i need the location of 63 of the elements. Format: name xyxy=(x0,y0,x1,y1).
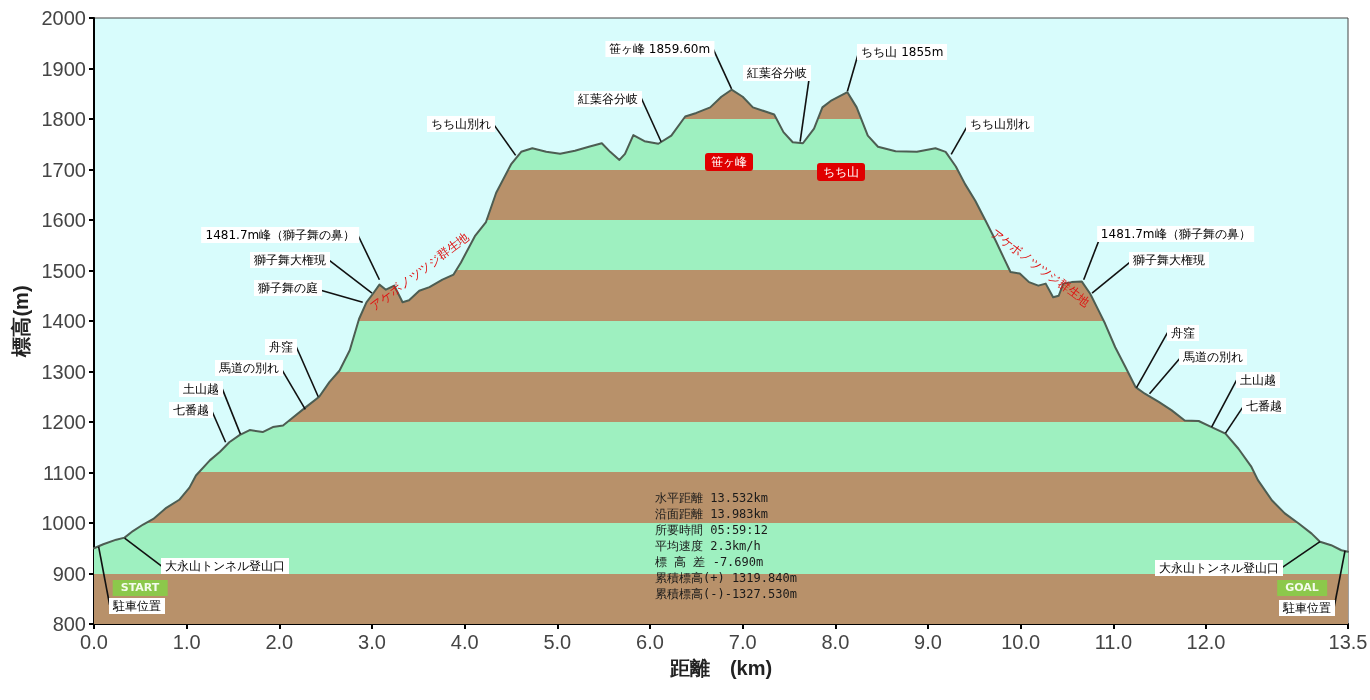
annotation: 七番越 xyxy=(1242,398,1287,415)
annotation: 累積標高(+) 1319.840m xyxy=(655,571,797,585)
y-tick-label: 2000 xyxy=(41,7,86,29)
x-tick-label: 11.0 xyxy=(1094,631,1133,653)
annotation: START xyxy=(112,580,168,596)
x-tick-label: 9.0 xyxy=(914,631,942,653)
y-tick-label: 1900 xyxy=(41,57,86,80)
y-tick-label: 1500 xyxy=(41,259,86,282)
x-tick-label: 13.5 xyxy=(1328,631,1368,653)
annotation: 舟窪 xyxy=(265,338,298,355)
x-tick-label: 10.0 xyxy=(1001,631,1041,653)
annotation: 土山越 xyxy=(179,381,224,398)
x-tick-label: 6.0 xyxy=(636,631,664,653)
x-tick-label: 2.0 xyxy=(265,631,294,653)
annotation: アケボノツツジ群生地 xyxy=(367,229,472,314)
annotation: GOAL xyxy=(1277,580,1327,596)
annotation: 土山越 xyxy=(1235,372,1280,389)
annotation: 大永山トンネル登山口 xyxy=(1155,559,1283,576)
annotation: 所要時間 05:59:12 xyxy=(655,523,769,537)
annotation: ちち山別れ xyxy=(426,116,495,133)
y-tick-label: 1700 xyxy=(41,158,86,181)
x-axis-title: 距離 (km) xyxy=(668,657,773,679)
annotation: アケボノツツジ群生地 xyxy=(988,225,1093,310)
y-tick-label: 1000 xyxy=(41,512,86,534)
annotation: 紅葉谷分岐 xyxy=(743,64,812,81)
x-tick-label: 5.0 xyxy=(543,631,572,653)
annotation: 笹ヶ峰 1859.60m xyxy=(604,40,715,57)
y-axis-title: 標高(m) xyxy=(9,285,32,358)
x-tick-label: 3.0 xyxy=(358,631,386,653)
annotation: 沿面距離 13.983km xyxy=(655,507,769,521)
y-tick-label: 900 xyxy=(52,562,86,585)
annotation: 獅子舞の庭 xyxy=(253,280,322,297)
y-tick-label: 1100 xyxy=(42,461,86,484)
annotation: 馬道の別れ xyxy=(1178,348,1247,365)
annotation: 平均速度 2.3km/h xyxy=(655,539,761,553)
x-tick-label: 1.0 xyxy=(172,631,201,653)
annotation: 舟窪 xyxy=(1166,324,1199,341)
x-tick-label: 4.0 xyxy=(450,631,479,653)
y-tick-label: 1800 xyxy=(41,108,86,130)
annotation: 獅子舞大権現 xyxy=(1129,252,1210,269)
annotation: 1481.7m峰（獅子舞の鼻） xyxy=(1096,225,1255,242)
annotation: 標 高 差 -7.690m xyxy=(655,555,764,569)
x-tick-label: 7.0 xyxy=(728,631,757,653)
annotation: 累積標高(-)-1327.530m xyxy=(655,587,797,601)
x-tick-label: 8.0 xyxy=(821,631,850,653)
annotation: 馬道の別れ xyxy=(215,360,284,377)
annotation: 獅子舞大権現 xyxy=(250,252,330,269)
annotation: ちち山別れ xyxy=(966,116,1035,133)
annotation: 水平距離 13.532km xyxy=(655,491,769,505)
annotation: 駐車位置 xyxy=(108,597,165,614)
y-tick-label: 1300 xyxy=(41,360,86,383)
x-tick-label: 12.0 xyxy=(1186,631,1226,653)
annotation: 七番越 xyxy=(168,402,213,419)
annotation: 駐車位置 xyxy=(1279,599,1336,616)
y-tick-label: 1200 xyxy=(41,411,86,433)
annotation: ちち山 xyxy=(817,163,865,181)
annotation: 1481.7m峰（獅子舞の鼻） xyxy=(201,226,360,243)
y-tick-label: 1600 xyxy=(41,209,86,231)
y-tick-label: 1400 xyxy=(41,310,86,332)
annotation: 大永山トンネル登山口 xyxy=(160,558,289,575)
annotation: 笹ヶ峰 xyxy=(705,153,753,171)
annotation: 紅葉谷分岐 xyxy=(574,90,643,107)
annotation: ちち山 1855m xyxy=(857,44,948,61)
